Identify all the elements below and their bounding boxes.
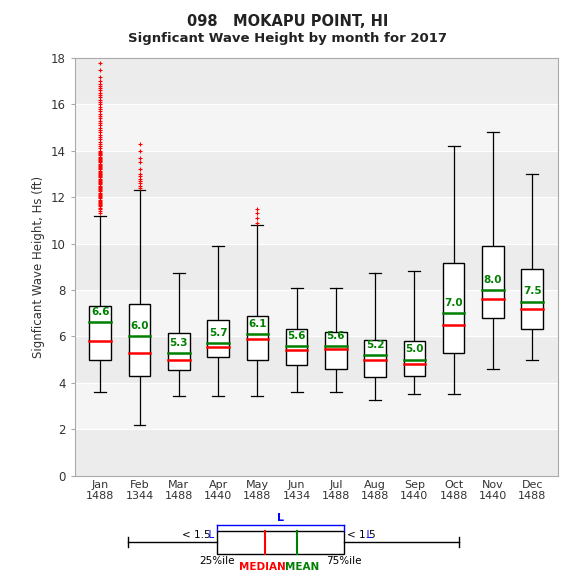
Text: 5.3: 5.3 [170, 338, 188, 347]
Text: 6.0: 6.0 [131, 321, 149, 331]
Bar [75, 244, 558, 290]
Bar [522, 269, 543, 329]
Text: < 1.5: < 1.5 [182, 530, 214, 540]
Text: MEAN: MEAN [285, 562, 319, 572]
Bar [325, 332, 347, 369]
Bar [168, 333, 190, 370]
Text: < 1.5: < 1.5 [347, 530, 378, 540]
Text: 6.1: 6.1 [248, 319, 267, 329]
Text: L: L [277, 513, 284, 523]
Text: 098   MOKAPU POINT, HI: 098 MOKAPU POINT, HI [187, 14, 388, 30]
Bar [365, 340, 386, 377]
Bar [443, 263, 465, 353]
Text: L: L [347, 530, 372, 540]
Bar [404, 341, 426, 376]
Text: 5.6: 5.6 [327, 331, 345, 340]
Bar [75, 429, 558, 476]
Text: 5.0: 5.0 [405, 345, 424, 354]
Text: 6.6: 6.6 [91, 307, 109, 317]
Bar [75, 383, 558, 429]
Bar [207, 320, 229, 357]
Bar [75, 151, 558, 197]
Bar [217, 531, 344, 554]
Bar [75, 290, 558, 336]
Text: MEDIAN: MEDIAN [239, 562, 286, 572]
Bar [247, 316, 268, 360]
Bar [482, 246, 504, 318]
Bar [75, 104, 558, 151]
Text: 25%ile: 25%ile [199, 556, 235, 566]
Text: 5.7: 5.7 [209, 328, 227, 338]
Bar [129, 304, 150, 376]
Bar [90, 306, 111, 360]
Bar [75, 336, 558, 383]
Text: 5.6: 5.6 [288, 331, 306, 340]
Text: 7.0: 7.0 [444, 298, 463, 308]
Bar [75, 197, 558, 244]
Text: 8.0: 8.0 [484, 275, 502, 285]
Bar [75, 58, 558, 104]
Text: 75%ile: 75%ile [327, 556, 362, 566]
Text: Signficant Wave Height by month for 2017: Signficant Wave Height by month for 2017 [128, 32, 447, 45]
Text: 5.2: 5.2 [366, 340, 385, 350]
Text: 7.5: 7.5 [523, 287, 542, 296]
Bar [286, 329, 308, 365]
Text: L: L [189, 530, 214, 540]
Y-axis label: Signficant Wave Height, Hs (ft): Signficant Wave Height, Hs (ft) [32, 176, 45, 358]
